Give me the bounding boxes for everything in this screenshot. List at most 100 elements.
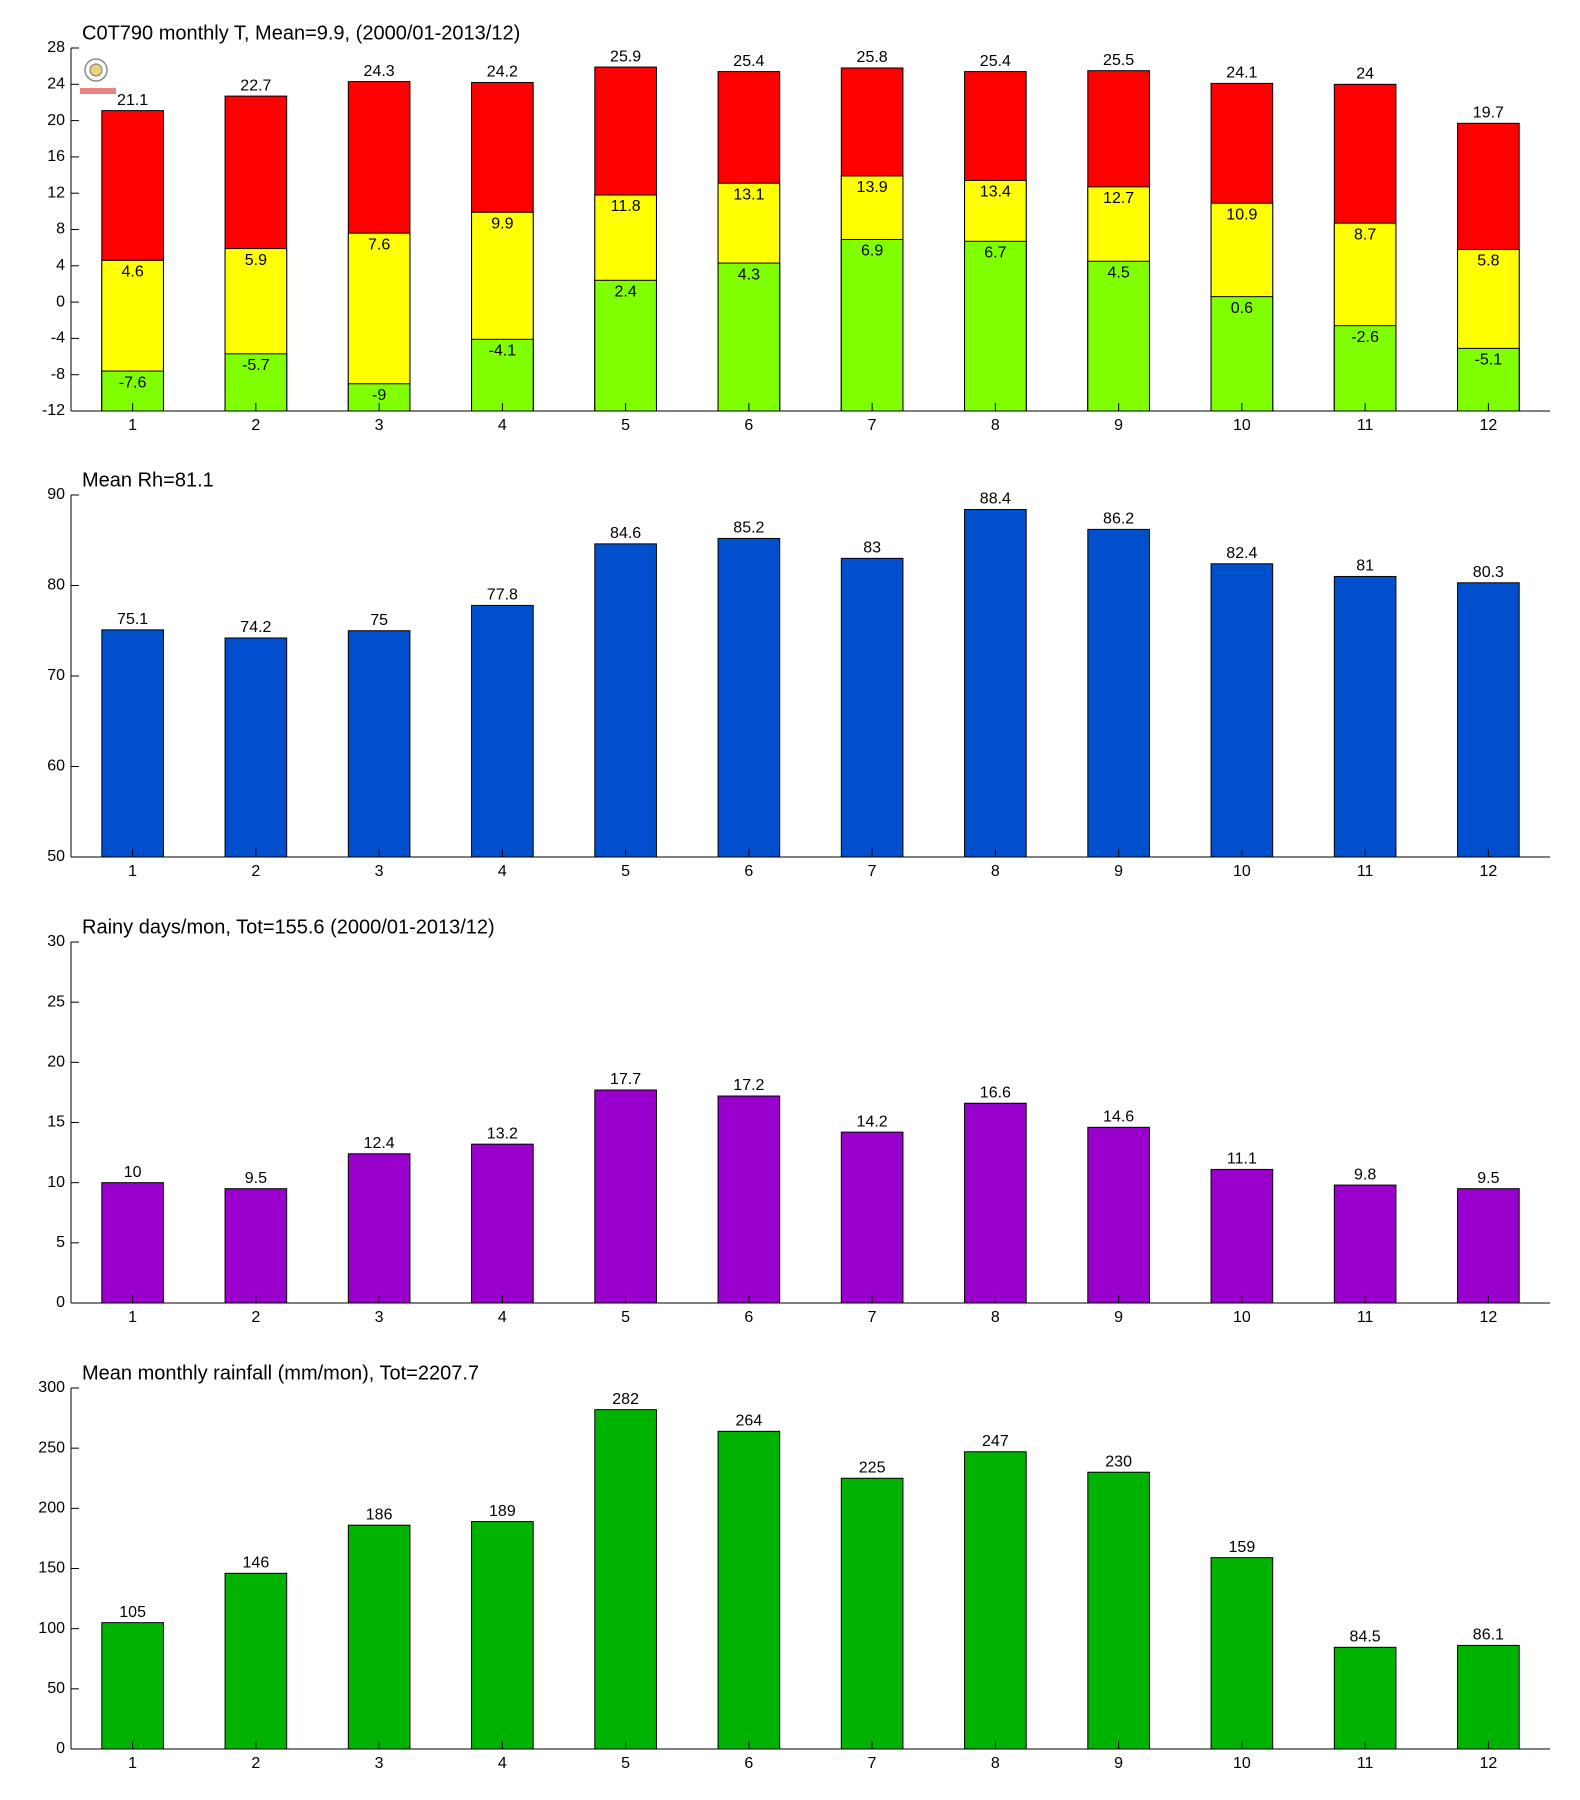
y-tick-label: 0 [56,1740,65,1757]
value-label: 4.3 [738,266,760,283]
logo [80,58,116,94]
bar [717,537,781,858]
value-label: 74.2 [240,619,271,636]
bar [1087,1126,1150,1304]
bar [224,1188,288,1304]
value-label: 6.9 [861,243,883,260]
y-tick-label: 20 [47,112,65,129]
bar [101,1622,164,1750]
value-label: 24 [1356,66,1374,83]
value-label: 84.5 [1350,1629,1381,1646]
value-label: 186 [366,1506,393,1523]
x-tick-label: 1 [128,1309,137,1326]
x-tick-label: 8 [991,1755,1000,1772]
x-tick-label: 8 [991,417,1000,434]
value-label: 24.1 [1226,65,1257,82]
x-tick-label: 2 [251,417,260,434]
bar [1087,260,1150,412]
bar [717,1095,781,1304]
x-tick-label: 10 [1233,417,1251,434]
value-label: 11.1 [1227,1151,1257,1168]
value-label: 5.9 [245,252,267,269]
x-tick-label: 7 [868,1755,877,1772]
y-tick-label: 70 [47,667,65,684]
x-tick-label: 8 [991,1309,1000,1326]
bar [471,604,534,858]
value-label: 159 [1229,1539,1256,1556]
x-tick-label: 11 [1357,1309,1374,1326]
bar [471,1521,534,1750]
x-tick-label: 3 [375,1755,384,1772]
bar [1210,1168,1274,1304]
bar [224,637,288,858]
y-tick-label: 90 [47,486,65,503]
value-label: 4.5 [1108,264,1130,281]
value-label: 81 [1356,558,1374,575]
x-tick-label: 1 [128,1755,137,1772]
x-tick-label: 12 [1479,1755,1497,1772]
bar [840,1131,904,1304]
value-label: 0.6 [1231,300,1253,317]
value-label: -9 [372,387,386,404]
bar [594,279,657,412]
y-tick-label: 20 [47,1054,65,1071]
bar [224,1572,288,1750]
value-label: 25.5 [1103,52,1134,69]
bar [594,1409,657,1750]
bar [1333,575,1397,858]
x-tick-label: 2 [251,1309,260,1326]
value-label: 13.9 [857,179,888,196]
logo-text [80,88,116,94]
x-tick-label: 9 [1114,417,1123,434]
bar [964,1451,1027,1750]
x-tick-label: 7 [868,1309,877,1326]
value-label: 17.7 [610,1071,641,1088]
y-tick-label: 60 [47,758,65,775]
y-tick-label: 200 [38,1500,65,1517]
bar [1333,1646,1397,1750]
value-label: 12.7 [1103,190,1134,207]
bar [347,1153,411,1304]
y-tick-label: -8 [51,366,65,383]
x-tick-label: 9 [1114,1309,1123,1326]
value-label: 4.6 [122,264,144,281]
x-tick-label: 2 [251,1755,260,1772]
y-tick-label: 4 [56,257,65,274]
x-tick-label: 10 [1233,863,1251,880]
y-tick-label: 16 [47,148,65,165]
y-tick-label: 8 [56,221,65,238]
bar [1087,1471,1150,1750]
y-tick-label: 50 [47,1680,65,1697]
bar [347,1524,411,1750]
bar [840,557,904,858]
x-tick-label: 7 [868,417,877,434]
x-tick-label: 6 [744,1755,753,1772]
bar [964,508,1027,858]
bar [1457,347,1520,412]
x-tick-label: 4 [498,1309,507,1326]
value-label: 75.1 [117,611,148,628]
x-tick-label: 4 [498,1755,507,1772]
chart-title: Mean monthly rainfall (mm/mon), Tot=2207… [82,1362,479,1384]
value-label: 77.8 [487,587,518,604]
value-label: 80.3 [1473,564,1504,581]
x-tick-label: 5 [621,1755,630,1772]
value-label: 24.2 [487,64,518,81]
bar [717,1430,781,1750]
value-label: -7.6 [119,374,147,391]
value-label: 9.8 [1354,1166,1376,1183]
bar [964,240,1027,412]
x-tick-label: 6 [744,863,753,880]
y-tick-label: 0 [56,1294,65,1311]
value-label: 19.7 [1473,105,1504,122]
value-label: 17.2 [733,1077,764,1094]
y-tick-label: -4 [51,330,65,347]
value-label: 146 [243,1555,270,1572]
value-label: 10.9 [1226,206,1257,223]
x-tick-label: 4 [498,417,507,434]
x-tick-label: 9 [1114,863,1123,880]
value-label: 225 [859,1459,886,1476]
bar [471,338,534,412]
